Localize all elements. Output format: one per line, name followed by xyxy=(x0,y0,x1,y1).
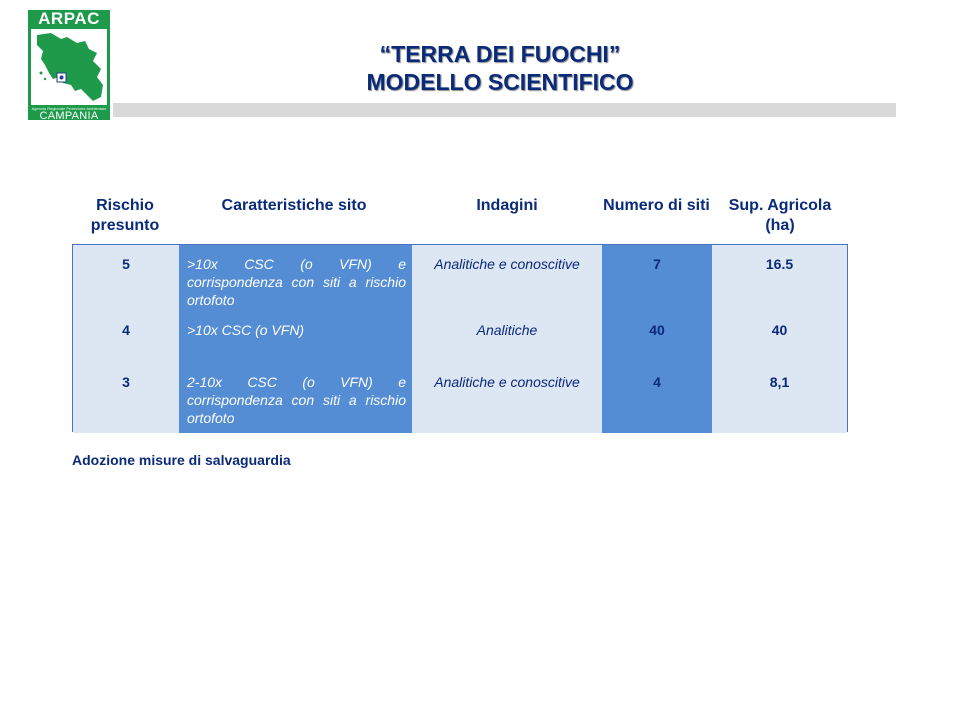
row2-numero: 40 xyxy=(649,322,665,338)
row1-indagini: Analitiche e conoscitive xyxy=(434,256,580,272)
row3-numero: 4 xyxy=(653,374,661,390)
row2-superficie: 40 xyxy=(771,322,788,338)
row3-caratteristiche: 2-10x CSC (o VFN) e corrispondenza con s… xyxy=(187,374,406,426)
row2-caratteristiche: >10x CSC (o VFN) xyxy=(187,322,305,338)
row1-caratteristiche: >10x CSC (o VFN) e corrispondenza con si… xyxy=(187,256,406,308)
row2-rischio: 4 xyxy=(122,322,130,338)
logo-agency-text: Agenzia Regionale Protezione Ambientale xyxy=(31,106,107,111)
logo-top-text: ARPAC xyxy=(38,9,100,28)
header-rischio: Rischio presunto xyxy=(90,197,160,234)
header-caratteristiche: Caratteristiche sito xyxy=(221,197,367,214)
row1-rischio: 5 xyxy=(122,256,130,272)
logo-bottom-text: CAMPANIA xyxy=(39,110,99,122)
slide-title: “TERRA DEI FUOCHI” MODELLO SCIENTIFICO xyxy=(200,40,800,96)
table-body: 5 >10x CSC (o VFN) e corrispondenza con … xyxy=(72,244,848,433)
column-indagini xyxy=(412,245,602,433)
header-indagini: Indagini xyxy=(476,197,538,214)
title-divider xyxy=(113,103,896,117)
column-caratteristiche xyxy=(179,245,412,433)
title-line-2: MODELLO SCIENTIFICO xyxy=(366,69,634,95)
footer-note: Adozione misure di salvaguardia xyxy=(72,452,291,468)
arpac-logo: ARPAC Agenzia Regionale Protezione Ambie… xyxy=(28,9,110,122)
row3-superficie: 8,1 xyxy=(769,374,790,390)
row3-indagini: Analitiche e conoscitive xyxy=(434,374,580,390)
campania-map-icon xyxy=(31,29,107,105)
row1-numero: 7 xyxy=(653,256,661,272)
column-rischio xyxy=(73,245,179,433)
title-line-1: “TERRA DEI FUOCHI” xyxy=(379,41,621,67)
row2-indagini: Analitiche xyxy=(476,322,538,338)
row1-superficie: 16.5 xyxy=(765,256,794,272)
header-numero: Numero di siti xyxy=(603,197,710,214)
row3-rischio: 3 xyxy=(122,374,130,390)
header-superficie: Sup. Agricola (ha) xyxy=(728,197,832,234)
column-superficie xyxy=(712,245,847,433)
column-numero xyxy=(602,245,712,433)
